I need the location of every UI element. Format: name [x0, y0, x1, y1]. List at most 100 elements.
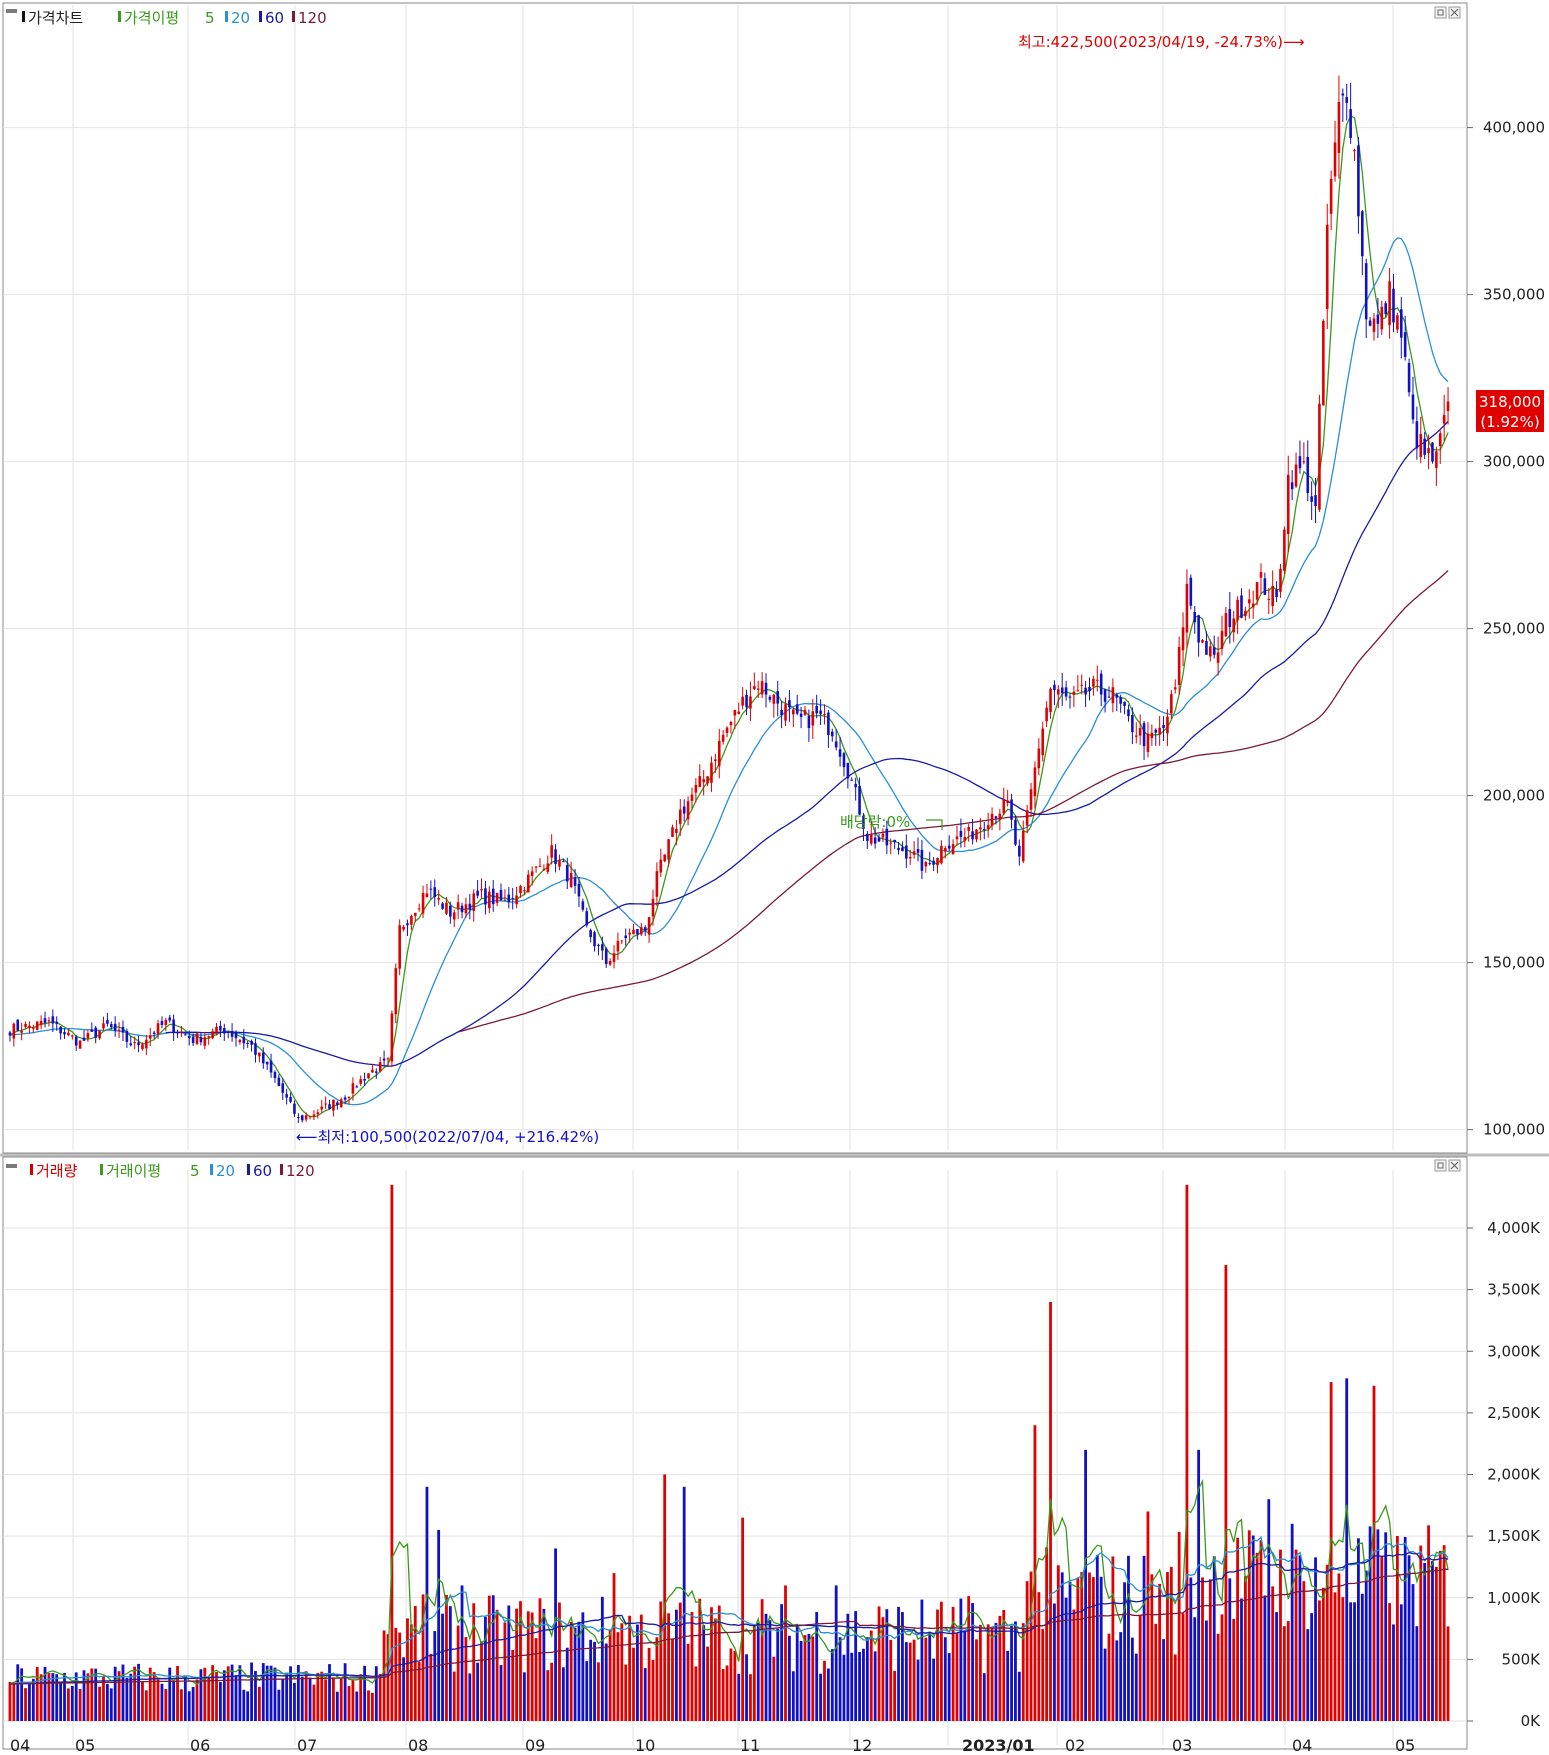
- candle: [706, 776, 709, 787]
- candle: [986, 812, 990, 838]
- volume-bar: [296, 1665, 300, 1721]
- candle: [515, 886, 518, 909]
- candle: [963, 827, 967, 848]
- candle: [324, 1096, 327, 1109]
- volume-bar: [133, 1666, 137, 1721]
- volume-bar: [920, 1599, 924, 1721]
- volume-bar: [1403, 1536, 1407, 1721]
- volume-bar: [554, 1548, 557, 1721]
- candle: [651, 889, 655, 926]
- volume-bar: [183, 1675, 187, 1721]
- candle: [1006, 789, 1009, 807]
- volume-bar: [304, 1671, 308, 1721]
- candle: [764, 673, 768, 708]
- candle: [897, 841, 900, 855]
- legend-handle-icon[interactable]: [6, 1164, 17, 1168]
- candle: [1228, 592, 1232, 644]
- maximize-icon[interactable]: [1434, 6, 1447, 19]
- high-annotation: 최고:422,500(2023/04/19, -24.73%)⟶: [1018, 33, 1305, 51]
- volume-bar: [1392, 1624, 1395, 1721]
- candle: [581, 898, 585, 912]
- volume-bar: [70, 1685, 74, 1721]
- volume-bar: [616, 1632, 620, 1721]
- candle: [39, 1015, 43, 1030]
- candle: [717, 728, 721, 779]
- volume-bar: [1177, 1531, 1181, 1721]
- volume-bar: [468, 1673, 472, 1721]
- candle: [152, 1030, 156, 1039]
- volume-bar: [1029, 1571, 1033, 1721]
- xtick-label: 05: [1395, 1736, 1415, 1755]
- ma120-line: [9, 1568, 1449, 1685]
- volume-bars: [8, 1184, 1450, 1721]
- volume-bar: [398, 1632, 402, 1721]
- candle: [1357, 137, 1360, 234]
- volume-bar: [760, 1599, 764, 1721]
- last-price-change: (1.92%): [1480, 413, 1539, 431]
- candle: [675, 820, 678, 846]
- volume-bar: [1146, 1511, 1150, 1721]
- ma60-line: [9, 1552, 1449, 1685]
- volume-bar: [877, 1606, 881, 1721]
- candle: [967, 823, 970, 842]
- volume-bar: [250, 1662, 253, 1721]
- volume-bar: [413, 1606, 417, 1721]
- volume-bar: [480, 1641, 483, 1721]
- volume-bar: [1236, 1537, 1239, 1721]
- volume-bar: [1310, 1613, 1314, 1721]
- volume-bar: [702, 1625, 706, 1721]
- volume-bar: [148, 1667, 152, 1721]
- candle: [799, 706, 803, 729]
- candle: [1364, 258, 1368, 339]
- candle: [343, 1095, 347, 1105]
- price-ytick-label: 400,000: [1483, 119, 1545, 137]
- candle: [519, 884, 522, 898]
- volume-bar: [238, 1665, 242, 1721]
- volume-bar: [959, 1598, 963, 1721]
- price-legend: 가격차트 가격이평 5 20 60 120: [22, 9, 327, 27]
- candle: [971, 819, 974, 845]
- volume-bar: [1329, 1382, 1333, 1721]
- candle: [289, 1092, 292, 1104]
- volume-bar: [1240, 1598, 1243, 1721]
- volume-bar: [737, 1673, 741, 1721]
- candle: [16, 1019, 20, 1032]
- candle: [1134, 722, 1138, 744]
- candle: [955, 825, 959, 846]
- candle: [1333, 120, 1337, 182]
- candle: [1076, 675, 1080, 692]
- volume-bar: [819, 1673, 822, 1721]
- candle: [846, 762, 850, 789]
- volume-bar: [441, 1613, 444, 1721]
- xtick-label: 03: [1172, 1736, 1192, 1755]
- volume-bar: [1142, 1555, 1146, 1721]
- candle: [940, 840, 943, 865]
- xtick-label: 11: [740, 1736, 760, 1755]
- legend-handle-icon[interactable]: [6, 9, 17, 13]
- volume-bar: [452, 1671, 456, 1721]
- candle: [316, 1109, 320, 1119]
- volume-ytick-label: 3,000K: [1487, 1342, 1541, 1360]
- xtick-label: 02: [1065, 1736, 1085, 1755]
- volume-bar: [651, 1659, 655, 1721]
- candle: [1294, 452, 1298, 489]
- volume-bar: [694, 1666, 698, 1721]
- candle: [1158, 716, 1161, 746]
- candle: [184, 1032, 187, 1036]
- volume-legend-ma: 거래이평: [106, 1162, 161, 1180]
- candle: [1045, 701, 1048, 728]
- candle: [1220, 615, 1224, 656]
- volume-bar: [967, 1596, 971, 1721]
- candle: [959, 818, 963, 848]
- candle: [1092, 675, 1095, 696]
- candle: [1201, 638, 1204, 644]
- candle: [495, 892, 499, 907]
- candle: [542, 864, 546, 871]
- volume-bar: [706, 1646, 709, 1721]
- candle: [741, 687, 744, 710]
- candle: [460, 902, 464, 919]
- candle: [1037, 738, 1041, 776]
- candle: [994, 815, 998, 825]
- maximize-icon[interactable]: [1434, 1159, 1447, 1172]
